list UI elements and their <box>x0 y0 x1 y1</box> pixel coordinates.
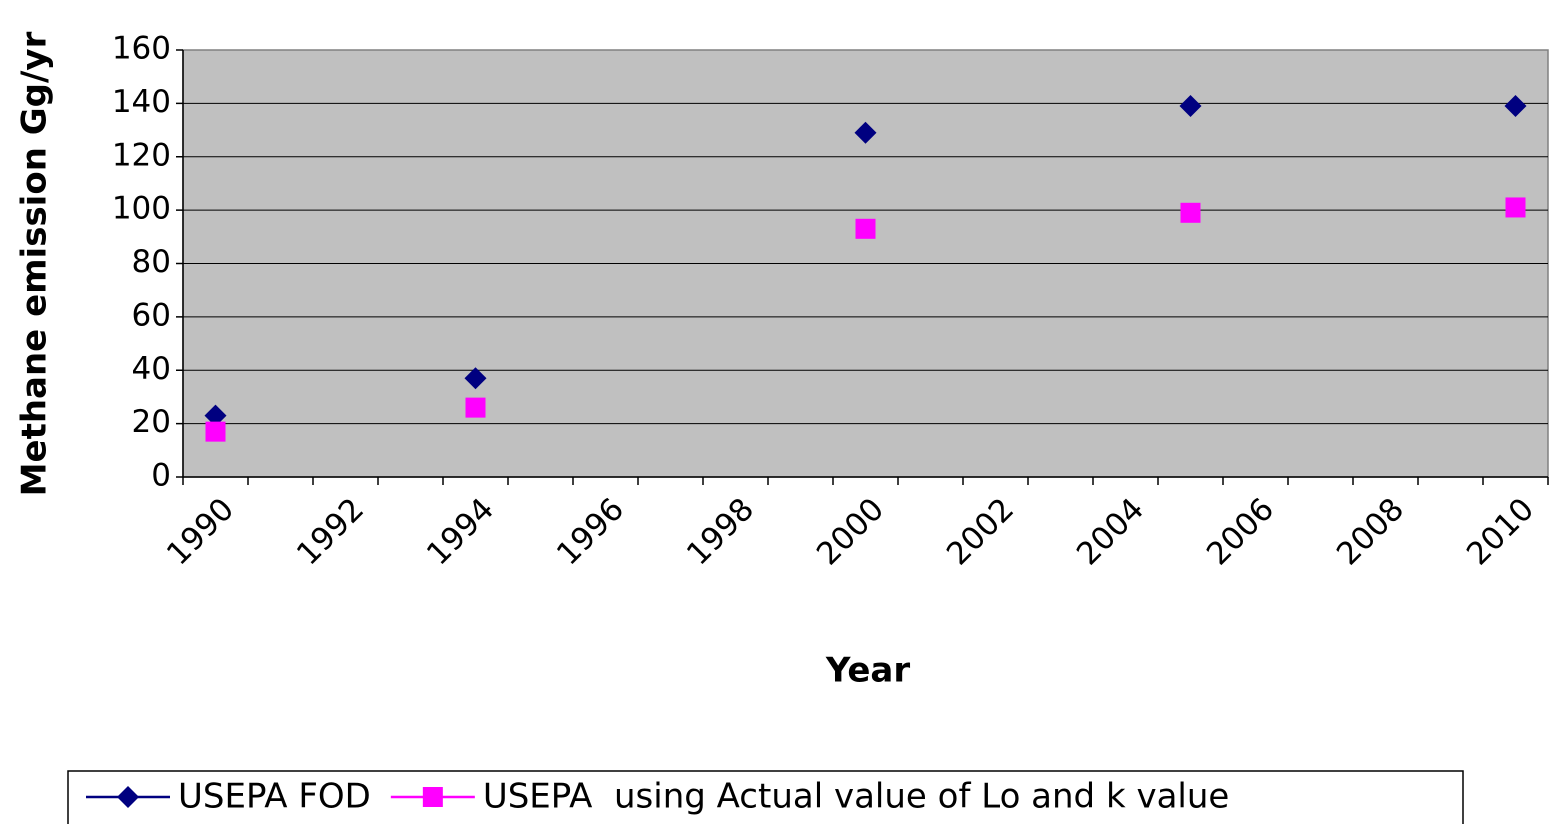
y-tick-label: 20 <box>132 404 171 440</box>
y-tick-label: 40 <box>132 351 171 387</box>
marker <box>855 218 876 239</box>
y-tick-label: 160 <box>112 31 171 67</box>
legend-label: USEPA FOD <box>178 777 371 817</box>
y-tick-label: 0 <box>151 458 171 494</box>
marker <box>464 367 487 390</box>
x-tick-label: 1990 <box>160 491 241 572</box>
marker <box>1179 95 1202 118</box>
x-axis-title: Year <box>825 651 911 691</box>
y-tick-label: 80 <box>132 244 171 280</box>
x-tick-label: 1996 <box>550 491 631 572</box>
y-axis-title: Methane emission Gg/yr <box>15 31 55 496</box>
x-tick-label: 2002 <box>940 491 1021 572</box>
marker <box>465 397 486 418</box>
marker <box>1504 95 1527 118</box>
marker <box>204 404 227 427</box>
legend-box <box>67 770 1464 824</box>
marker <box>422 787 443 807</box>
x-tick-label: 2000 <box>810 491 891 572</box>
legend-label: USEPA using Actual value of Lo and k val… <box>483 777 1229 817</box>
x-tick-label: 1994 <box>420 491 501 572</box>
y-tick-label: 120 <box>112 137 171 173</box>
x-tick-label: 2004 <box>1070 491 1151 572</box>
marker <box>1505 197 1526 218</box>
marker <box>1180 202 1201 223</box>
y-tick-label: 60 <box>132 297 171 333</box>
y-tick-label: 140 <box>112 84 171 120</box>
x-tick-label: 1998 <box>680 491 761 572</box>
x-tick-label: 2008 <box>1330 491 1411 572</box>
marker <box>117 786 139 808</box>
x-tick-label: 2010 <box>1460 491 1541 572</box>
x-tick-label: 1992 <box>290 491 371 572</box>
marker <box>205 421 226 442</box>
marker <box>854 121 877 144</box>
y-tick-label: 100 <box>112 191 171 227</box>
x-tick-label: 2006 <box>1200 491 1281 572</box>
